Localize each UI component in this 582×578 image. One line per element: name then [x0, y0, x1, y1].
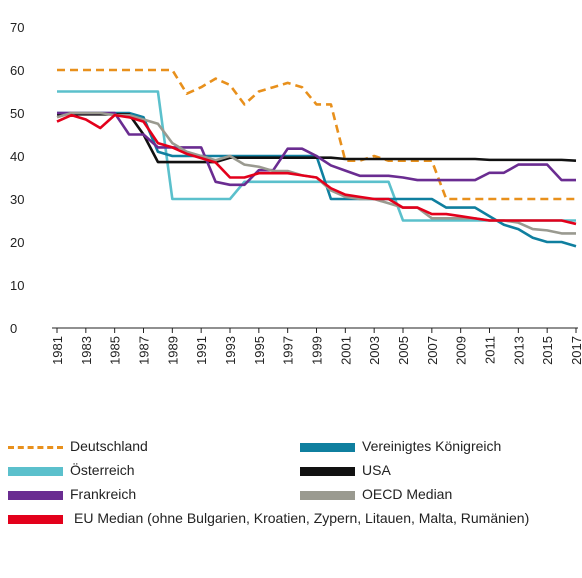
series-line [56, 113, 577, 226]
y-tick-label: 40 [10, 149, 24, 164]
x-tick-label: 1985 [108, 336, 123, 365]
y-tick-label: 20 [10, 235, 24, 250]
legend-swatch [8, 467, 63, 476]
legend-swatch [300, 491, 355, 500]
y-tick-label: 60 [10, 63, 24, 78]
x-tick-label: 2015 [540, 336, 555, 365]
x-tick-label: 1997 [281, 336, 296, 365]
legend-label: Deutschland [70, 438, 148, 454]
x-tick-label: 2007 [425, 336, 440, 365]
legend-swatch [8, 515, 63, 524]
legend-label: Frankreich [70, 486, 137, 502]
x-tick-label: 1995 [252, 336, 267, 365]
x-tick-label: 1999 [310, 336, 325, 365]
series-line [57, 111, 576, 187]
x-tick-label: 2013 [511, 336, 526, 365]
x-tick-label: 1983 [79, 336, 94, 365]
x-tick-label: 1987 [137, 336, 152, 365]
legend-label: OECD Median [362, 486, 453, 502]
y-tick-label: 0 [10, 321, 17, 336]
y-tick-label: 30 [10, 192, 24, 207]
y-tick-label: 50 [10, 106, 24, 121]
x-tick-label: 2003 [367, 336, 382, 365]
legend-label: Vereinigtes Königreich [362, 438, 502, 454]
legend-label: USA [362, 462, 391, 478]
x-tick-label: 2005 [396, 336, 411, 365]
x-tick-label: 1981 [50, 336, 65, 365]
legend-swatch [300, 467, 355, 476]
series-line [57, 68, 576, 201]
y-tick-label: 10 [10, 278, 24, 293]
chart: 0 10 20 30 40 50 60 70 1981 1983 1985 1987 1989 1991 1… [10, 20, 582, 365]
y-tick-label: 70 [10, 20, 24, 35]
series-line [57, 111, 577, 248]
legend-swatch [8, 491, 63, 500]
legend-label: EU Median (ohne Bulgarien, Kroatien, Zyp… [74, 510, 530, 526]
x-tick-label: 2009 [454, 336, 469, 365]
legend-label: Österreich [70, 462, 135, 478]
x-tick-label: 2017 [569, 336, 582, 365]
x-tick-label: 1991 [194, 336, 209, 365]
legend-swatch [8, 446, 63, 449]
x-tick-label: 1993 [223, 336, 238, 365]
legend-swatch [300, 443, 355, 452]
x-tick-label: 2011 [483, 336, 498, 364]
x-tick-label: 2001 [338, 336, 353, 365]
x-tick-label: 1989 [165, 336, 180, 365]
